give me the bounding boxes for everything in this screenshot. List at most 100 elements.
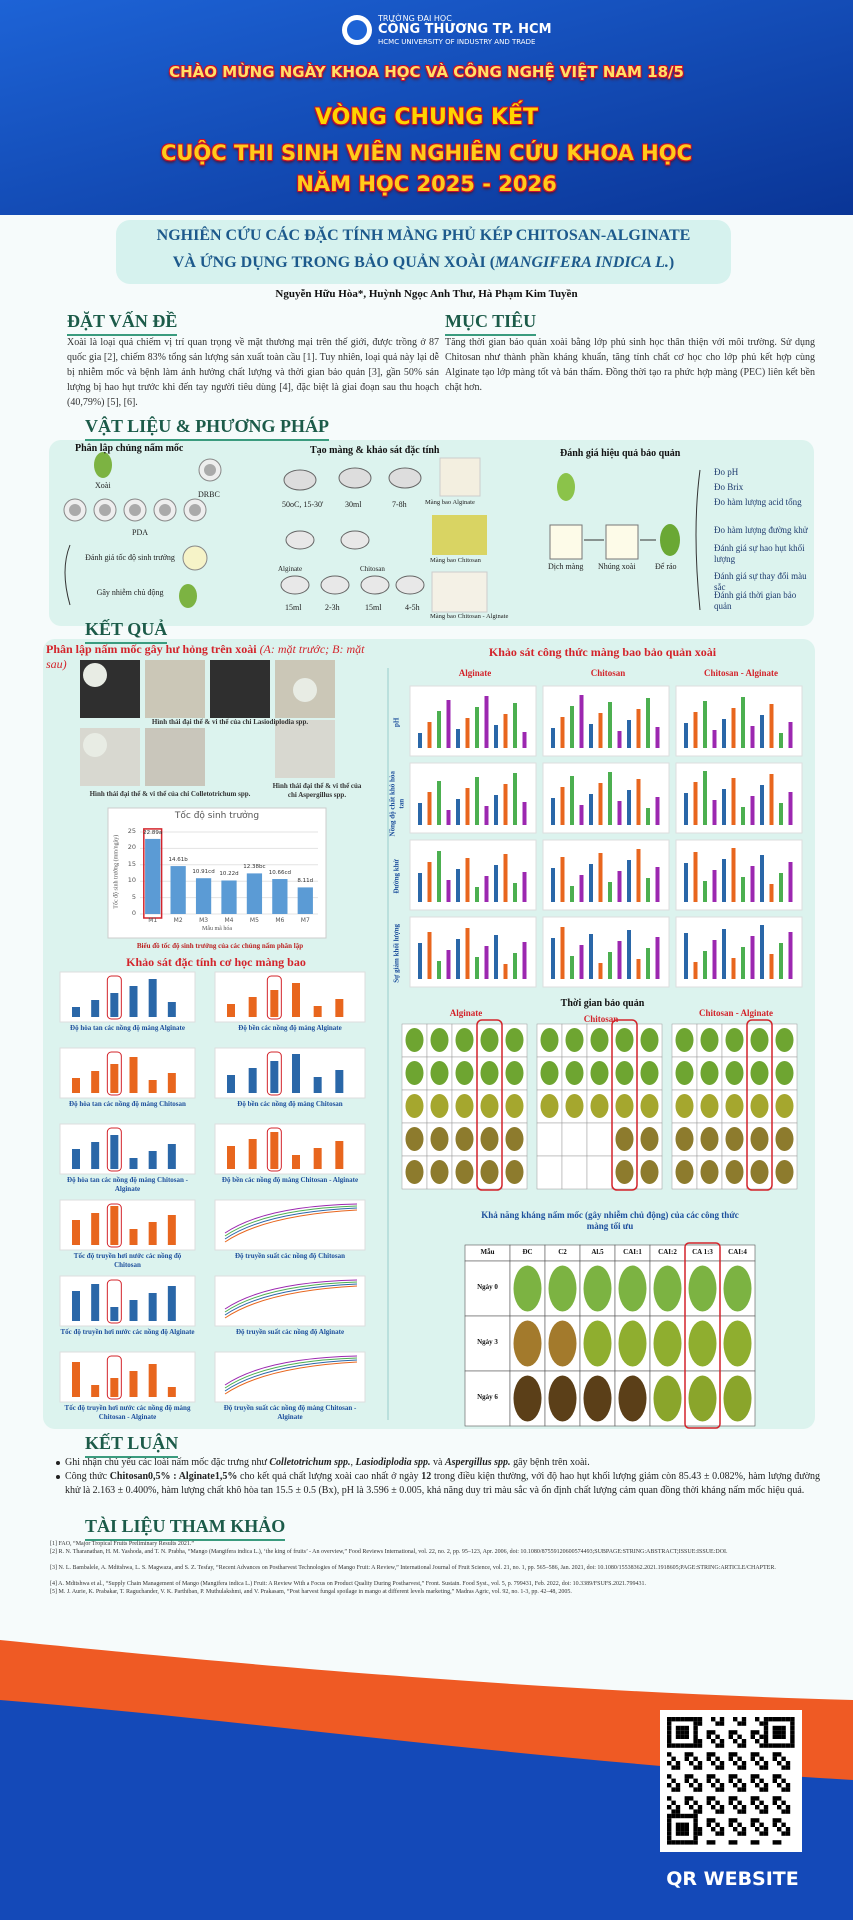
photo-cell bbox=[586, 1155, 613, 1190]
qr-module bbox=[719, 1743, 725, 1748]
figure-caption: Độ hòa tan các nồng độ màng Chitosan - A… bbox=[67, 1176, 188, 1193]
chart-bar bbox=[684, 723, 688, 748]
chart-bar bbox=[437, 781, 441, 825]
chart-bar bbox=[110, 1307, 119, 1321]
chart-bar bbox=[760, 785, 764, 825]
chart-bar bbox=[636, 709, 641, 748]
qr-module bbox=[684, 1734, 689, 1739]
chart-bar bbox=[684, 863, 688, 902]
label: Alginate bbox=[278, 565, 303, 573]
qr-module bbox=[706, 1840, 711, 1845]
table-cell bbox=[464, 1260, 511, 1317]
mango-photo bbox=[548, 1320, 577, 1367]
highlight bbox=[266, 1051, 282, 1096]
qr-module bbox=[719, 1765, 725, 1770]
table-header: ĐC bbox=[522, 1248, 533, 1256]
highlight bbox=[106, 1203, 122, 1248]
qr-module bbox=[719, 1787, 725, 1792]
colony bbox=[189, 504, 201, 516]
header-band bbox=[0, 0, 853, 215]
qr-module bbox=[777, 1725, 782, 1731]
qr-module bbox=[755, 1783, 760, 1788]
chart-bar bbox=[741, 947, 745, 979]
qr-module bbox=[741, 1765, 747, 1770]
mango-photo bbox=[583, 1375, 612, 1422]
mango-photo bbox=[405, 1061, 424, 1085]
mango-photo bbox=[615, 1127, 634, 1151]
highlight bbox=[266, 1127, 282, 1172]
y-tick-label: 5 bbox=[131, 892, 136, 901]
qr-module bbox=[763, 1725, 769, 1731]
chart-bar bbox=[475, 887, 479, 902]
chart-curve bbox=[224, 1283, 358, 1316]
chart-frame bbox=[214, 1351, 366, 1403]
text-segment: cho kết quả chất lượng xoài cao nhất ở n… bbox=[237, 1471, 422, 1482]
chart-bar bbox=[418, 873, 422, 902]
qr-module bbox=[750, 1774, 755, 1779]
chart-bar bbox=[741, 877, 745, 902]
qr-module bbox=[675, 1831, 681, 1836]
text-segment: Lasiodiplodia spp. bbox=[355, 1457, 431, 1468]
colony bbox=[293, 678, 317, 702]
chart-bar bbox=[456, 869, 460, 902]
qr-module bbox=[697, 1827, 703, 1832]
label: 2-3h bbox=[325, 603, 340, 612]
qr-module bbox=[715, 1721, 720, 1726]
mango-photo bbox=[775, 1028, 794, 1052]
qr-module bbox=[763, 1734, 769, 1739]
qr-module bbox=[693, 1818, 698, 1823]
chart-bar bbox=[703, 771, 707, 825]
qr-module bbox=[777, 1743, 782, 1748]
mango-photo bbox=[675, 1094, 694, 1118]
mango-photo bbox=[700, 1094, 719, 1118]
qr-module bbox=[737, 1721, 742, 1726]
chart-bar bbox=[446, 950, 451, 979]
qr-module bbox=[697, 1721, 703, 1726]
qr-module bbox=[759, 1734, 764, 1739]
mango-photo bbox=[405, 1160, 424, 1184]
label: 50oC, 15-30' bbox=[282, 500, 324, 509]
mango-photo bbox=[455, 1160, 474, 1184]
chart-bar bbox=[148, 979, 157, 1017]
table-header: C2 bbox=[558, 1248, 567, 1256]
qr-module bbox=[728, 1796, 733, 1801]
figure-caption: Độ truyền suất các nồng độ màng Chitosan… bbox=[223, 1404, 357, 1421]
qr-module bbox=[667, 1831, 672, 1836]
qr-module bbox=[781, 1743, 786, 1748]
qr-module bbox=[777, 1805, 782, 1810]
chart-bar bbox=[437, 961, 441, 979]
qr-module bbox=[671, 1717, 676, 1722]
mango-icon bbox=[94, 452, 112, 478]
qr-module bbox=[772, 1743, 777, 1748]
mango-photo bbox=[640, 1028, 659, 1052]
mango-photo bbox=[723, 1265, 752, 1312]
qr-module bbox=[697, 1739, 703, 1744]
qr-module bbox=[697, 1787, 703, 1792]
mango-photo bbox=[505, 1094, 524, 1118]
qr-module bbox=[737, 1800, 742, 1805]
chart-curve bbox=[224, 1361, 358, 1395]
qr-module bbox=[680, 1725, 685, 1731]
subheading: Khả năng kháng nấm mốc (gây nhiễm chủ độ… bbox=[481, 1210, 739, 1232]
mango-photo bbox=[565, 1028, 584, 1052]
label: 30ml bbox=[345, 500, 362, 509]
chart-bar bbox=[465, 858, 470, 902]
section-heading: KẾT QUẢ bbox=[85, 618, 168, 644]
qr-module bbox=[790, 1725, 795, 1731]
qr-module bbox=[697, 1809, 703, 1814]
colony bbox=[83, 733, 107, 757]
qr-module bbox=[772, 1725, 777, 1731]
chart-bar bbox=[110, 1378, 119, 1397]
qr-module bbox=[755, 1805, 760, 1810]
qr-module bbox=[781, 1765, 786, 1770]
mango-photo bbox=[590, 1094, 609, 1118]
bracket bbox=[695, 469, 701, 611]
text-segment: Aspergillus spp. bbox=[444, 1457, 511, 1468]
qr-module bbox=[750, 1752, 755, 1757]
test-item: Đánh giá thời gian bảo quản bbox=[714, 590, 797, 612]
qr-module bbox=[719, 1809, 725, 1814]
qr-module bbox=[667, 1840, 672, 1845]
figure-caption: Độ hòa tan các nồng độ màng Alginate bbox=[70, 1024, 185, 1032]
chart-bar bbox=[110, 1206, 119, 1245]
chart-bar bbox=[608, 952, 612, 979]
